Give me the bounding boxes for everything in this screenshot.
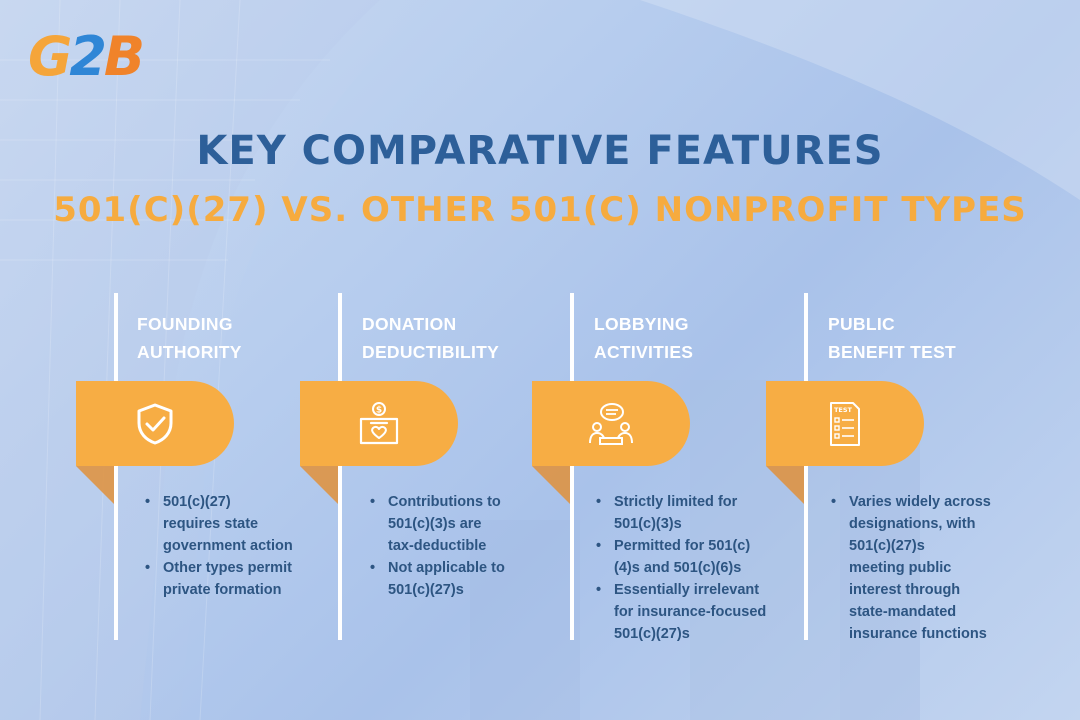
- bullet-line: requires state: [163, 516, 259, 532]
- bullet-line: Permitted for 501(c): [614, 538, 751, 554]
- column-divider-line: [338, 293, 342, 640]
- list-item: Essentially irrelevant for insurance-foc…: [594, 579, 766, 645]
- column-divider-line: [570, 293, 574, 640]
- bullet-line: insurance functions: [849, 626, 987, 642]
- page-subtitle: 501(C)(27) VS. OTHER 501(C) NONPROFIT TY…: [53, 190, 1027, 230]
- icon-tab: [532, 381, 690, 466]
- tab-fold-shadow: [766, 466, 804, 504]
- list-item: 501(c)(27) requires state government act…: [143, 491, 293, 557]
- list-item: Varies widely across designations, with …: [829, 491, 991, 645]
- list-item: Other types permit private formation: [143, 557, 293, 601]
- bullet-line: Other types permit: [163, 560, 292, 576]
- donation-box-icon: $: [359, 401, 399, 444]
- bullet-line: for insurance-focused: [614, 604, 767, 620]
- bullet-line: 501(c)(27)s: [849, 538, 925, 554]
- column-divider-line: [114, 293, 118, 640]
- column-title-line: AUTHORITY: [137, 342, 242, 362]
- bullet-line: private formation: [163, 582, 282, 598]
- bullet-line: 501(c)(3)s: [614, 516, 682, 532]
- list-item: Not applicable to 501(c)(27)s: [368, 557, 505, 601]
- column-title-public-benefit-test: PUBLIC BENEFIT TEST: [828, 310, 956, 366]
- column-title-line: BENEFIT TEST: [828, 342, 957, 362]
- column-title-donation-deductibility: DONATION DEDUCTIBILITY: [362, 310, 499, 366]
- bullet-line: (4)s and 501(c)(6)s: [614, 560, 742, 576]
- list-item: Contributions to 501(c)(3)s are tax-dedu…: [368, 491, 505, 557]
- bullet-line: Not applicable to: [388, 560, 505, 576]
- bullet-list-lobbying-activities: Strictly limited for 501(c)(3)s Permitte…: [594, 491, 766, 645]
- column-title-line: DEDUCTIBILITY: [362, 342, 500, 362]
- tab-fold-shadow: [300, 466, 338, 504]
- bullet-line: interest through: [849, 582, 961, 598]
- bullet-line: meeting public: [849, 560, 952, 576]
- bullet-list-public-benefit-test: Varies widely across designations, with …: [829, 491, 991, 645]
- g2b-logo: G2B: [28, 30, 145, 84]
- bullet-line: 501(c)(27)s: [614, 626, 690, 642]
- logo-letter-g: G: [28, 25, 72, 88]
- icon-tab: $: [300, 381, 458, 466]
- bullet-line: Essentially irrelevant: [614, 582, 760, 598]
- column-divider-line: [804, 293, 808, 640]
- meeting-discussion-icon: [589, 402, 633, 445]
- tab-fold-shadow: [76, 466, 114, 504]
- bullet-list-donation-deductibility: Contributions to 501(c)(3)s are tax-dedu…: [368, 491, 505, 601]
- list-item: Permitted for 501(c) (4)s and 501(c)(6)s: [594, 535, 766, 579]
- bullet-line: Varies widely across: [849, 494, 991, 510]
- test-icon-label: TEST: [834, 406, 853, 414]
- test-checklist-icon: TEST: [830, 401, 860, 446]
- shield-check-icon: [137, 403, 173, 444]
- bullet-list-founding-authority: 501(c)(27) requires state government act…: [143, 491, 293, 601]
- logo-letter-b: B: [103, 25, 145, 88]
- bullet-line: government action: [163, 538, 293, 554]
- bullet-line: tax-deductible: [388, 538, 487, 554]
- bullet-line: 501(c)(27)s: [388, 582, 464, 598]
- column-title-line: PUBLIC: [828, 314, 895, 334]
- svg-text:$: $: [376, 405, 382, 415]
- page-title: KEY COMPARATIVE FEATURES: [196, 128, 884, 174]
- bullet-line: 501(c)(27): [163, 494, 231, 510]
- logo-digit-2: 2: [69, 25, 107, 88]
- list-item: Strictly limited for 501(c)(3)s: [594, 491, 766, 535]
- column-title-lobbying-activities: LOBBYING ACTIVITIES: [594, 310, 693, 366]
- tab-fold-shadow: [532, 466, 570, 504]
- bullet-line: 501(c)(3)s are: [388, 516, 482, 532]
- bullet-line: Contributions to: [388, 494, 501, 510]
- bullet-line: designations, with: [849, 516, 976, 532]
- column-title-line: DONATION: [362, 314, 457, 334]
- bullet-line: state-mandated: [849, 604, 957, 620]
- icon-tab: TEST: [766, 381, 924, 466]
- column-title-line: ACTIVITIES: [594, 342, 694, 362]
- column-title-line: FOUNDING: [137, 314, 233, 334]
- column-title-line: LOBBYING: [594, 314, 689, 334]
- icon-tab: [76, 381, 234, 466]
- bullet-line: Strictly limited for: [614, 494, 738, 510]
- column-title-founding-authority: FOUNDING AUTHORITY: [137, 310, 242, 366]
